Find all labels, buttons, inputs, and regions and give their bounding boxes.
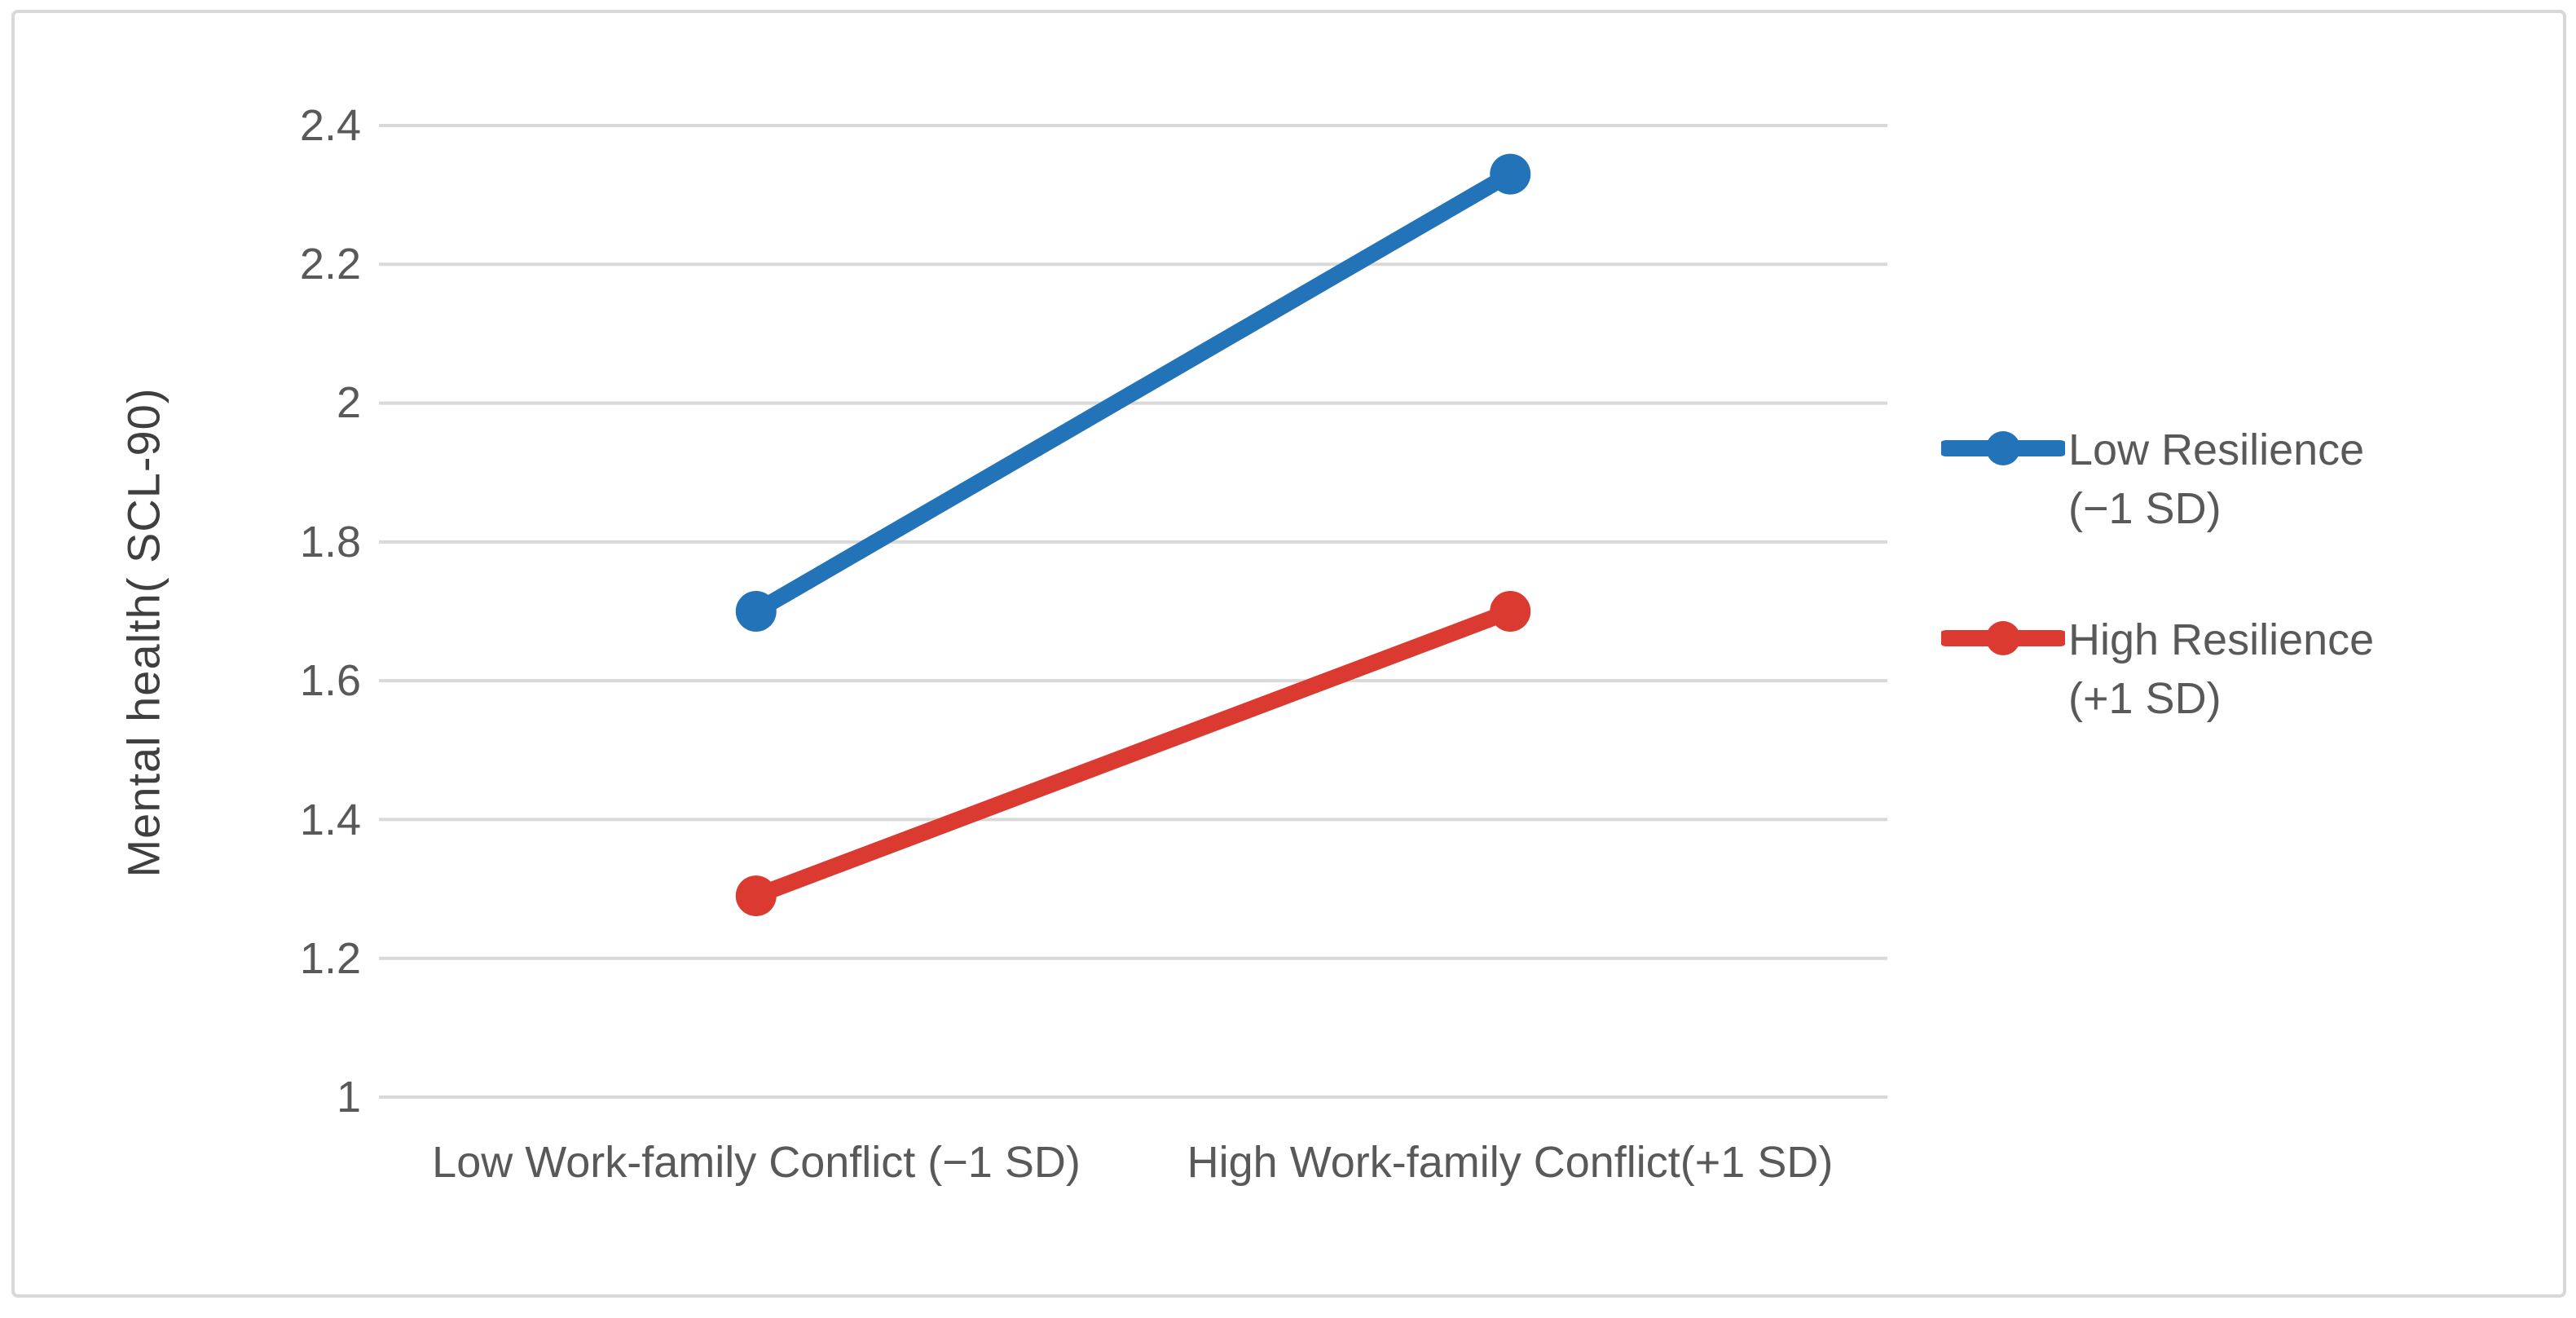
y-tick-label: 1	[336, 1073, 361, 1122]
y-tick-label: 1.8	[299, 518, 361, 566]
series-line-low-resilience	[747, 165, 1519, 619]
legend-entry-high-resilience: High Resilience (+1 SD)	[1941, 611, 2374, 728]
x-category-label-high-conflict: High Work-family Conflict(+1 SD)	[1187, 1138, 1834, 1187]
legend-label-line2: (+1 SD)	[2068, 674, 2222, 723]
legend: Low Resilience (−1 SD) High Resilience (…	[1941, 13, 2561, 1318]
chart-figure: Mental health( SCL-90) 2.4 2.2 2 1.8 1.6…	[11, 10, 2566, 1298]
data-point-marker	[1490, 153, 1531, 195]
data-point-marker	[735, 875, 777, 917]
y-tick-label: 2.4	[299, 101, 361, 150]
series-line-high-resilience	[747, 603, 1519, 905]
x-category-label-low-conflict: Low Work-family Conflict (−1 SD)	[432, 1138, 1081, 1187]
y-tick-label: 2	[336, 378, 361, 427]
legend-label-line1: High Resilience	[2068, 615, 2375, 664]
data-point-marker	[1490, 591, 1531, 632]
legend-line-marker-icon	[1941, 621, 2065, 655]
y-axis-tick-labels: 2.4 2.2 2 1.8 1.6 1.4 1.2 1	[161, 13, 361, 1318]
legend-entry-low-resilience: Low Resilience (−1 SD)	[1941, 421, 2364, 538]
legend-label-line1: Low Resilience	[2068, 425, 2365, 474]
y-tick-label: 1.6	[299, 656, 361, 705]
legend-label-line2: (−1 SD)	[2068, 484, 2222, 533]
y-tick-label: 2.2	[299, 240, 361, 289]
data-point-marker	[735, 591, 777, 632]
y-tick-label: 1.4	[299, 796, 361, 844]
y-tick-label: 1.2	[299, 934, 361, 983]
legend-line-marker-icon	[1941, 431, 2065, 465]
